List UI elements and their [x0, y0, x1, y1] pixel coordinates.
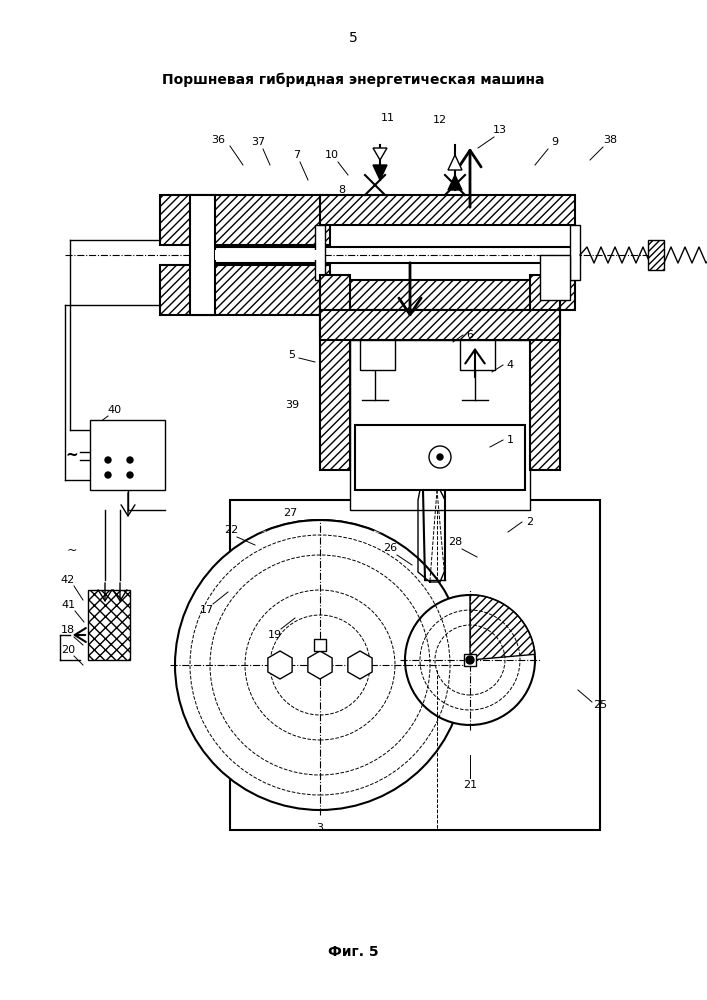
Bar [90, 420, 165, 490]
Bar [350, 340, 530, 510]
Text: 42: 42 [61, 575, 75, 585]
Text: 37: 37 [251, 137, 265, 147]
Bar [320, 195, 575, 225]
Bar [160, 265, 330, 315]
Text: 19: 19 [268, 630, 282, 640]
Text: 22: 22 [224, 525, 238, 535]
Polygon shape [470, 595, 534, 660]
Bar [320, 275, 350, 470]
Text: 3: 3 [317, 823, 324, 833]
Text: 21: 21 [463, 780, 477, 790]
Bar [320, 280, 575, 310]
Bar [315, 225, 325, 280]
Text: 1: 1 [506, 435, 513, 445]
Bar [570, 225, 580, 280]
Text: Фиг. 5: Фиг. 5 [327, 945, 378, 959]
Text: Поршневая гибридная энергетическая машина: Поршневая гибридная энергетическая машин… [162, 73, 544, 87]
Polygon shape [448, 155, 462, 170]
Text: 39: 39 [285, 400, 299, 410]
Text: 40: 40 [108, 405, 122, 415]
Polygon shape [373, 148, 387, 160]
Text: 27: 27 [283, 508, 297, 518]
Text: 8: 8 [339, 185, 346, 195]
Circle shape [466, 656, 474, 664]
Text: 9: 9 [551, 137, 559, 147]
Text: 13: 13 [493, 125, 507, 135]
Text: 38: 38 [603, 135, 617, 145]
Bar [230, 500, 600, 830]
Circle shape [175, 520, 465, 810]
Bar [460, 340, 495, 370]
Bar [648, 240, 664, 270]
Text: 28: 28 [448, 537, 462, 547]
Text: 7: 7 [293, 150, 300, 160]
Bar [314, 639, 326, 651]
Text: 11: 11 [381, 113, 395, 123]
Text: 6: 6 [467, 330, 474, 340]
Text: 12: 12 [433, 115, 447, 125]
Text: 2: 2 [527, 517, 534, 527]
Text: 5: 5 [349, 31, 357, 45]
Text: 20: 20 [61, 645, 75, 655]
Text: ~: ~ [66, 448, 78, 462]
Text: 36: 36 [211, 135, 225, 145]
Bar [190, 195, 215, 315]
Circle shape [127, 457, 133, 463]
Text: 4: 4 [506, 360, 513, 370]
Bar [160, 195, 330, 245]
Polygon shape [261, 515, 381, 534]
Text: 18: 18 [61, 625, 75, 635]
Circle shape [437, 454, 443, 460]
Text: 17: 17 [200, 605, 214, 615]
Circle shape [127, 472, 133, 478]
Text: 5: 5 [288, 350, 296, 360]
Bar [88, 590, 130, 660]
Bar [464, 654, 476, 666]
Circle shape [105, 472, 111, 478]
Bar [215, 250, 320, 260]
Text: ~: ~ [66, 544, 77, 556]
Text: 10: 10 [325, 150, 339, 160]
Bar [540, 255, 570, 300]
Circle shape [105, 457, 111, 463]
Bar [355, 425, 525, 490]
Polygon shape [448, 175, 462, 190]
Polygon shape [373, 165, 387, 180]
Circle shape [429, 446, 451, 468]
Text: 26: 26 [383, 543, 397, 553]
Bar [320, 310, 560, 340]
Bar [530, 275, 560, 470]
Bar [200, 247, 580, 263]
Circle shape [405, 595, 535, 725]
Text: 41: 41 [61, 600, 75, 610]
Bar [360, 340, 395, 370]
Text: 25: 25 [593, 700, 607, 710]
